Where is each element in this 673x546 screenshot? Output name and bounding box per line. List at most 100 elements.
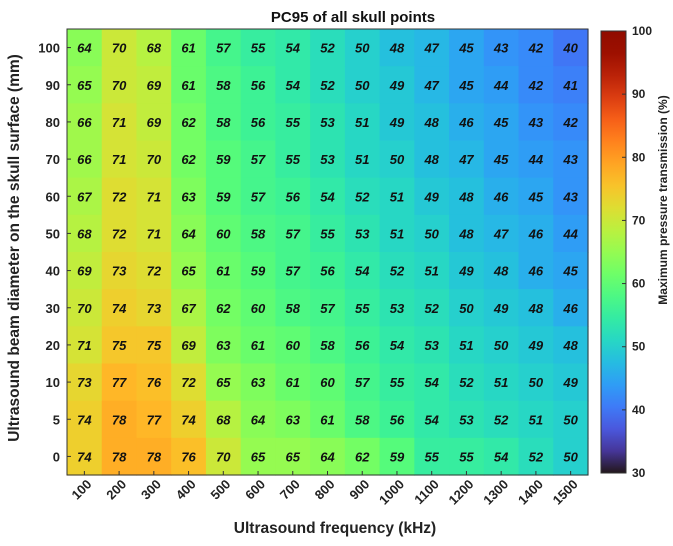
heatmap-cell (518, 363, 554, 402)
heatmap-cell (171, 363, 207, 402)
heatmap-cell (275, 289, 311, 327)
cell-value-label: 62 (355, 449, 370, 464)
cell-value-label: 42 (528, 78, 544, 93)
heatmap-cell (240, 103, 276, 142)
cell-value-label: 52 (424, 301, 439, 316)
cell-value-label: 48 (458, 189, 474, 204)
cell-value-label: 41 (562, 78, 577, 93)
heatmap-cell (449, 103, 485, 142)
cell-value-label: 55 (390, 375, 405, 390)
cell-value-label: 71 (77, 338, 91, 353)
cell-value-label: 49 (458, 264, 474, 279)
cell-value-label: 55 (355, 301, 370, 316)
heatmap-cell (240, 66, 276, 104)
cell-value-label: 68 (77, 226, 92, 241)
cell-value-label: 55 (424, 449, 439, 464)
cell-value-label: 55 (320, 226, 335, 241)
heatmap-cell (67, 177, 103, 216)
heatmap-cell (379, 289, 415, 327)
heatmap-cell (483, 363, 520, 402)
cell-value-label: 72 (147, 264, 162, 279)
heatmap-cell (67, 326, 103, 365)
cell-value-label: 52 (355, 189, 370, 204)
x-tick-label: 1400 (515, 477, 546, 508)
heatmap-cell (344, 437, 381, 476)
colorbar-tick-label: 90 (632, 87, 646, 101)
heatmap-cell (171, 252, 207, 290)
cell-value-label: 74 (181, 412, 196, 427)
heatmap-cell (379, 103, 415, 142)
cell-value-label: 77 (112, 375, 127, 390)
heatmap-cell (101, 252, 138, 290)
x-tick-label: 1000 (376, 477, 407, 508)
heatmap-cell (553, 103, 589, 142)
heatmap-cell (136, 177, 172, 216)
heatmap-cell (553, 140, 589, 179)
cell-value-label: 52 (390, 264, 405, 279)
heatmap-cell (483, 29, 520, 67)
cell-value-label: 50 (563, 412, 578, 427)
cell-value-label: 49 (389, 78, 405, 93)
heatmap-cell (483, 252, 520, 290)
cell-value-label: 73 (147, 301, 162, 316)
heatmap-cell (67, 363, 103, 402)
cell-value-label: 68 (147, 41, 162, 56)
cell-value-label: 63 (251, 375, 266, 390)
heatmap-cell (553, 252, 589, 290)
cell-value-label: 60 (216, 226, 231, 241)
heatmap-cell (449, 214, 485, 253)
heatmap-cell (483, 177, 520, 216)
heatmap-cell (101, 214, 138, 253)
cell-value-label: 51 (355, 115, 369, 130)
cell-value-label: 67 (77, 189, 92, 204)
heatmap-cell (310, 326, 346, 365)
cell-value-label: 40 (562, 41, 578, 56)
cell-value-label: 45 (528, 189, 544, 204)
heatmap-cell (101, 140, 138, 179)
cell-value-label: 59 (216, 152, 231, 167)
heatmap-cell (275, 103, 311, 142)
heatmap-cell (518, 289, 554, 327)
heatmap-cell (136, 400, 172, 439)
cell-value-label: 54 (390, 338, 405, 353)
x-tick-label: 200 (103, 477, 129, 503)
cell-value-label: 63 (286, 412, 301, 427)
heatmap-cell (449, 66, 485, 104)
cell-value-label: 48 (423, 152, 439, 167)
heatmap-cell (310, 103, 346, 142)
cell-value-label: 69 (147, 115, 162, 130)
cell-value-label: 47 (423, 41, 439, 56)
heatmap-cell (310, 289, 346, 327)
cell-value-label: 76 (147, 375, 162, 390)
cell-value-label: 46 (493, 189, 509, 204)
cell-value-label: 56 (251, 115, 266, 130)
cell-value-label: 57 (286, 226, 301, 241)
heatmap-cell (171, 326, 207, 365)
heatmap-cell (310, 437, 346, 476)
heatmap-cell (101, 289, 138, 327)
cell-value-label: 60 (320, 375, 335, 390)
heatmap-cell (310, 252, 346, 290)
cell-value-label: 44 (493, 78, 509, 93)
cell-value-label: 62 (181, 115, 196, 130)
heatmap-cell (136, 437, 172, 476)
cell-value-label: 70 (216, 449, 231, 464)
cell-value-label: 46 (562, 301, 578, 316)
cell-value-label: 71 (112, 152, 126, 167)
heatmap-cell (483, 400, 520, 439)
cell-value-label: 49 (423, 189, 439, 204)
heatmap-cell (310, 400, 346, 439)
heatmap-cell (240, 214, 276, 253)
x-tick-label: 1200 (445, 477, 476, 508)
heatmap-cell (240, 437, 276, 476)
cell-value-label: 57 (251, 152, 266, 167)
heatmap-cell (240, 326, 276, 365)
heatmap-cell (518, 177, 554, 216)
cell-value-label: 51 (390, 189, 404, 204)
cell-value-label: 73 (77, 375, 92, 390)
y-tick-label: 80 (46, 115, 60, 130)
heatmap-cell (344, 66, 381, 104)
cell-value-label: 51 (390, 226, 404, 241)
cell-value-label: 65 (216, 375, 231, 390)
